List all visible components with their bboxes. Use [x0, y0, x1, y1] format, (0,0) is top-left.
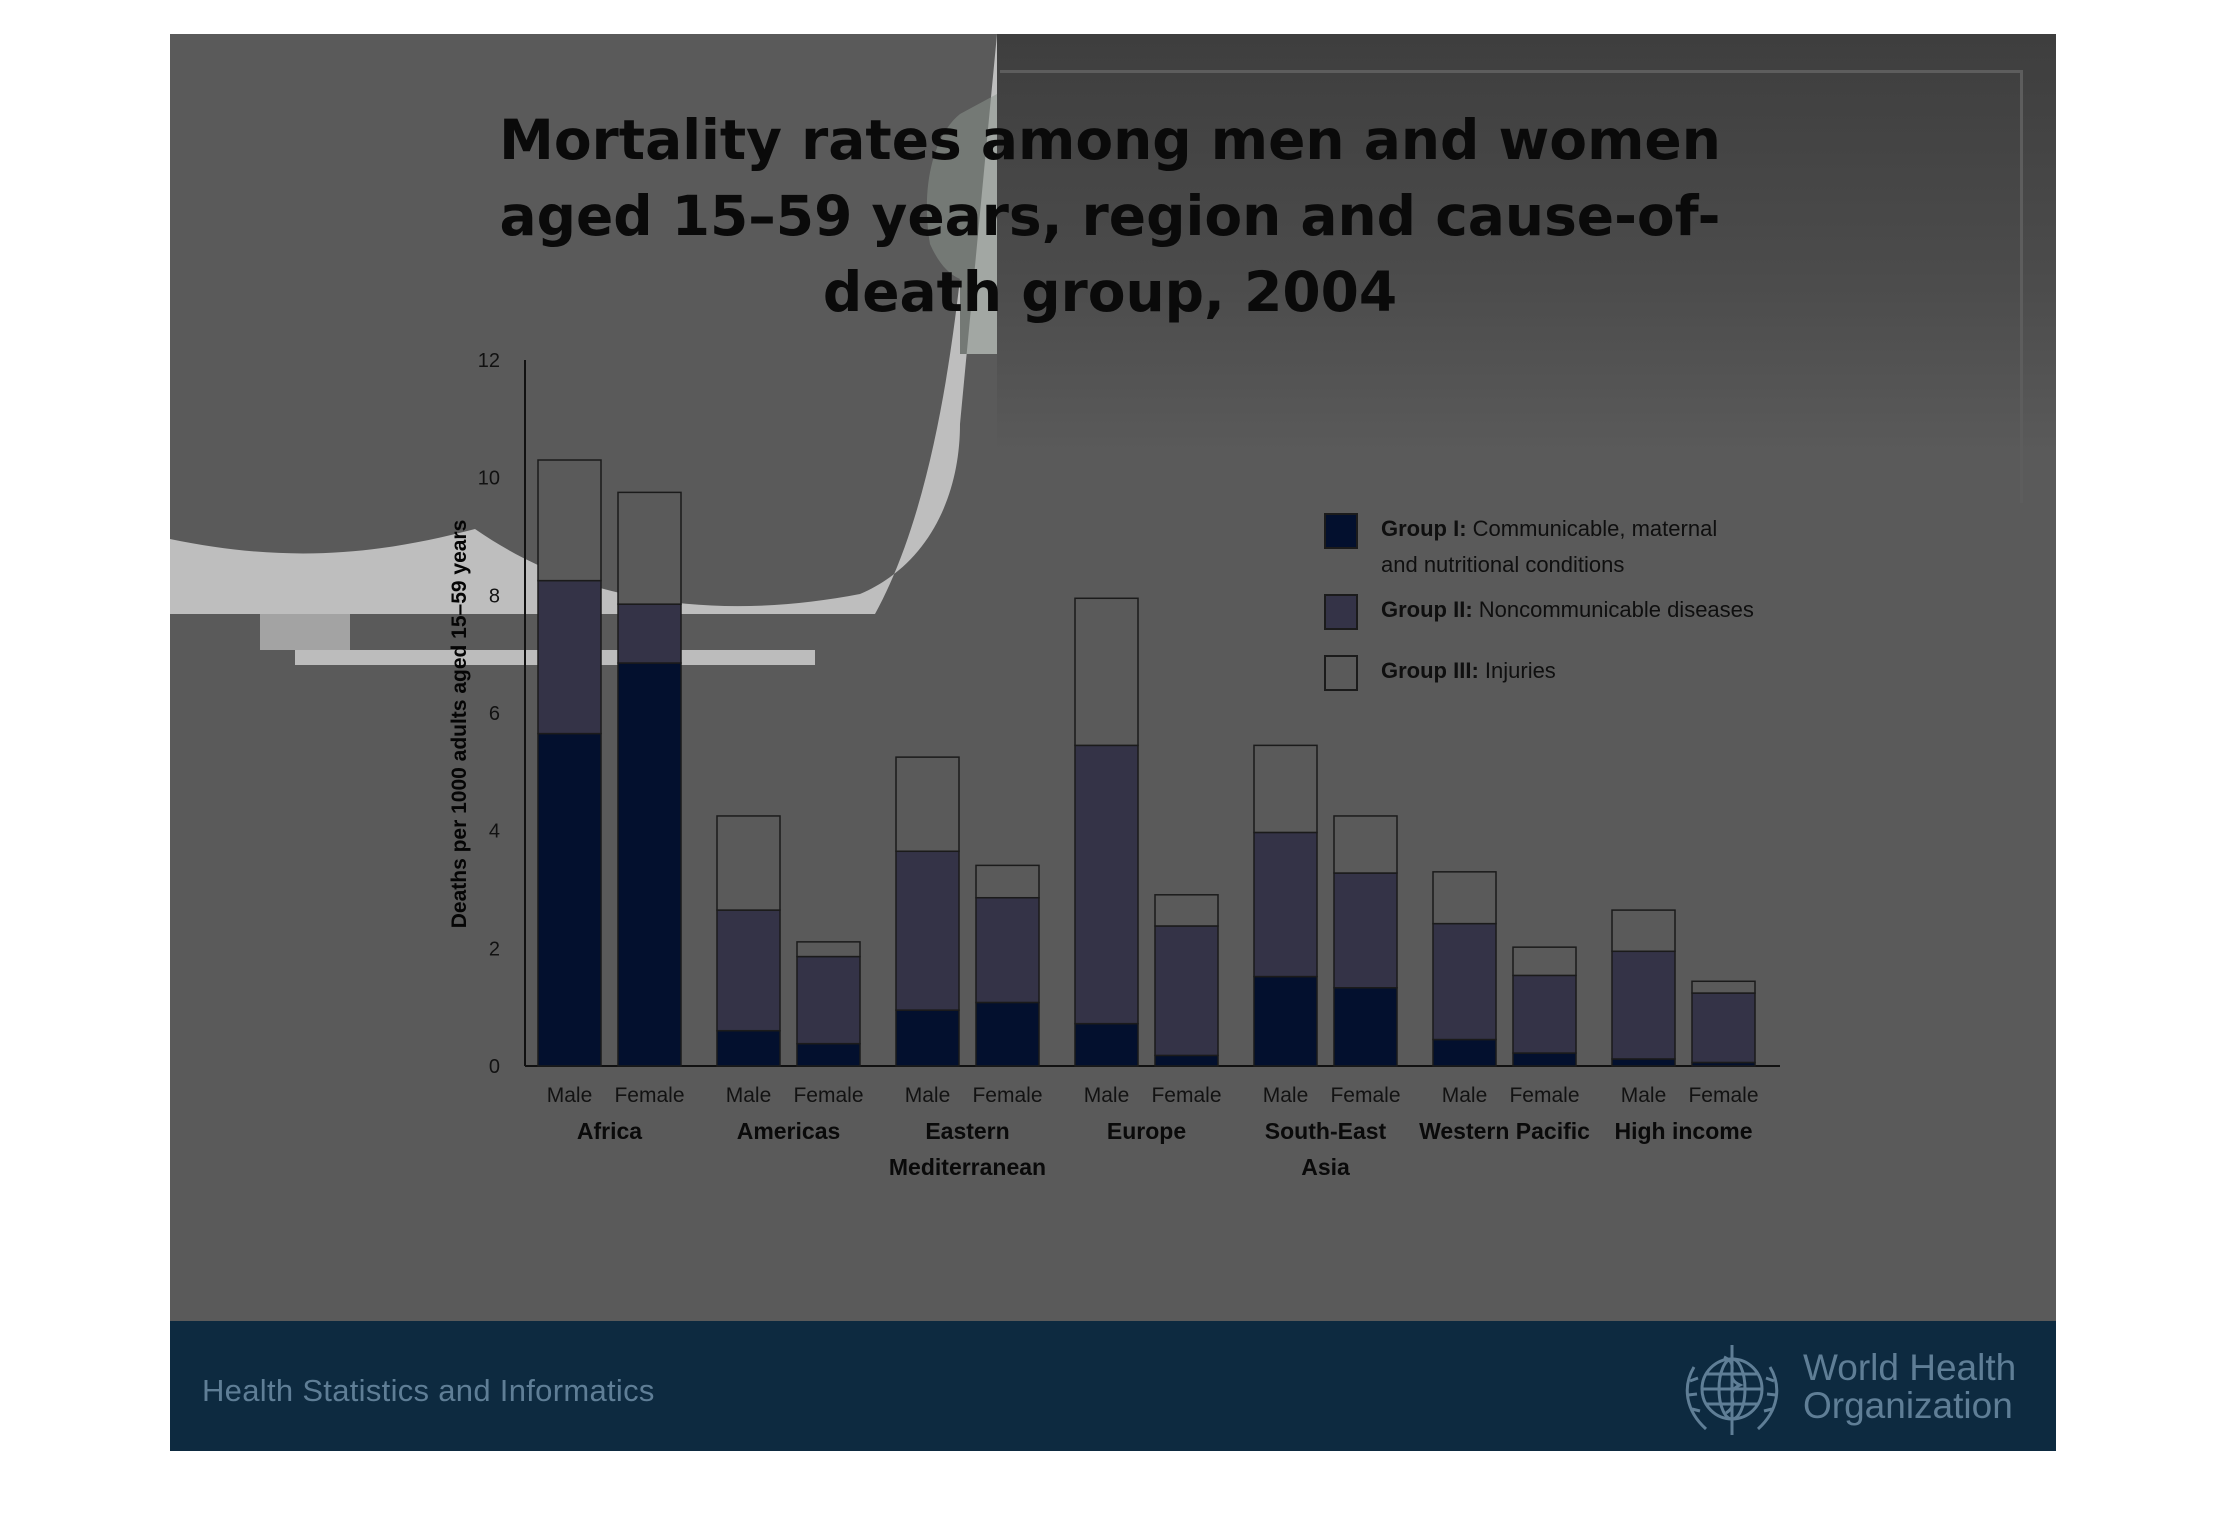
bar-segment — [1333, 987, 1398, 1067]
slide-background: Mortality rates among men and women aged… — [170, 34, 2056, 1451]
bar-segment — [1691, 992, 1756, 1064]
slide-top-shade — [997, 34, 2056, 454]
chart-title: Mortality rates among men and women aged… — [499, 108, 1721, 324]
bar-label: Female — [972, 1084, 1042, 1107]
legend-label: Group III: Injuries — [1381, 658, 1556, 683]
who-name-line-2: Organization — [1803, 1385, 2013, 1426]
globe-strip-1 — [260, 614, 350, 650]
bar-segment — [1253, 744, 1318, 834]
y-tick-label: 10 — [478, 468, 500, 490]
bar-segment — [617, 662, 682, 1067]
bar-segment — [716, 909, 781, 1032]
y-tick-label: 6 — [489, 703, 500, 725]
bar-label: Female — [1509, 1084, 1579, 1107]
bar-segment — [1432, 1038, 1497, 1067]
bar-segment — [1691, 980, 1756, 994]
legend-label: Group II: Noncommunicable diseases — [1381, 597, 1754, 622]
bar-label: Female — [1151, 1084, 1221, 1107]
who-emblem-icon — [1685, 1345, 1779, 1435]
bar-segment — [1333, 815, 1398, 874]
bar-segment — [1074, 597, 1139, 747]
region-label: Africa — [577, 1118, 642, 1144]
region-label: Americas — [737, 1118, 841, 1144]
y-tick-label: 2 — [489, 938, 500, 960]
bar-label: Female — [614, 1084, 684, 1107]
y-tick-label: 12 — [478, 350, 500, 372]
bar-segment — [1074, 1022, 1139, 1067]
bar-segment — [537, 579, 602, 735]
bar-segment — [537, 459, 602, 582]
bar-segment — [537, 732, 602, 1067]
bar-segment — [975, 896, 1040, 1004]
region-label: Eastern Mediterranean — [889, 1118, 1046, 1180]
bar-segment — [617, 603, 682, 664]
region-label: High income — [1614, 1118, 1752, 1144]
legend-swatch — [1324, 655, 1358, 691]
bar-segment — [1611, 950, 1676, 1060]
bar-segment — [975, 864, 1040, 899]
region-label: Europe — [1107, 1118, 1186, 1144]
bar-segment — [1074, 744, 1139, 1025]
y-axis-title: Deaths per 1000 adults aged 15–59 years — [448, 520, 471, 929]
globe-shape — [170, 34, 997, 614]
who-name-line-1: World Health — [1803, 1347, 2017, 1388]
legend-swatch — [1324, 513, 1358, 549]
y-tick-label: 4 — [489, 821, 500, 843]
bar-label: Female — [793, 1084, 863, 1107]
bar-segment — [895, 756, 960, 853]
bar-segment — [716, 1029, 781, 1067]
bar-segment — [1512, 974, 1577, 1054]
stacked-bar-chart: 0 2 4 6 8 10 12 Deaths per 1000 adults aged 15–… — [448, 350, 1780, 1180]
bar-segment — [1512, 1052, 1577, 1067]
legend-label: Group I: Communicable, maternal and nutri… — [1381, 516, 1717, 577]
slide-frame-line — [1000, 70, 2023, 503]
bar-segment — [1432, 871, 1497, 925]
footer-text: Health Statistics and Informatics — [202, 1373, 655, 1408]
bar-segment — [796, 941, 861, 958]
bar-segment — [1432, 922, 1497, 1041]
legend-swatch — [1324, 594, 1358, 630]
bar-label: Male — [905, 1084, 951, 1107]
bar-segment — [1611, 1058, 1676, 1067]
bar-label: Male — [726, 1084, 772, 1107]
bar-segment — [1512, 946, 1577, 977]
bar-label: Male — [1084, 1084, 1130, 1107]
bar-segment — [1154, 894, 1219, 927]
bar-segment — [1611, 909, 1676, 953]
bar-segment — [796, 1042, 861, 1067]
bar-segment — [1333, 872, 1398, 989]
y-tick-label: 8 — [489, 585, 500, 607]
bar-segment — [1154, 1054, 1219, 1067]
footer-band: Health Statistics and Informatics World … — [170, 1321, 2056, 1451]
bar-segment — [796, 955, 861, 1045]
bar-segment — [1253, 975, 1318, 1067]
bar-label: Male — [1621, 1084, 1667, 1107]
bar-segment — [716, 815, 781, 911]
bar-segment — [975, 1001, 1040, 1067]
bar-segment — [895, 1009, 960, 1067]
bar-segment — [1154, 925, 1219, 1057]
globe-land-mass — [926, 94, 997, 354]
bar-segment — [1253, 831, 1318, 978]
bar-label: Female — [1330, 1084, 1400, 1107]
bar-label: Male — [1263, 1084, 1309, 1107]
region-label: Western Pacific — [1419, 1118, 1590, 1144]
y-tick-label: 0 — [489, 1056, 500, 1078]
bar-label: Male — [1442, 1084, 1488, 1107]
bar-label: Female — [1688, 1084, 1758, 1107]
region-label: South-East Asia — [1265, 1118, 1387, 1180]
who-name: World Health Organization — [1803, 1349, 2016, 1425]
bar-segment — [617, 491, 682, 605]
bar-label: Male — [547, 1084, 593, 1107]
bar-segment — [895, 850, 960, 1011]
